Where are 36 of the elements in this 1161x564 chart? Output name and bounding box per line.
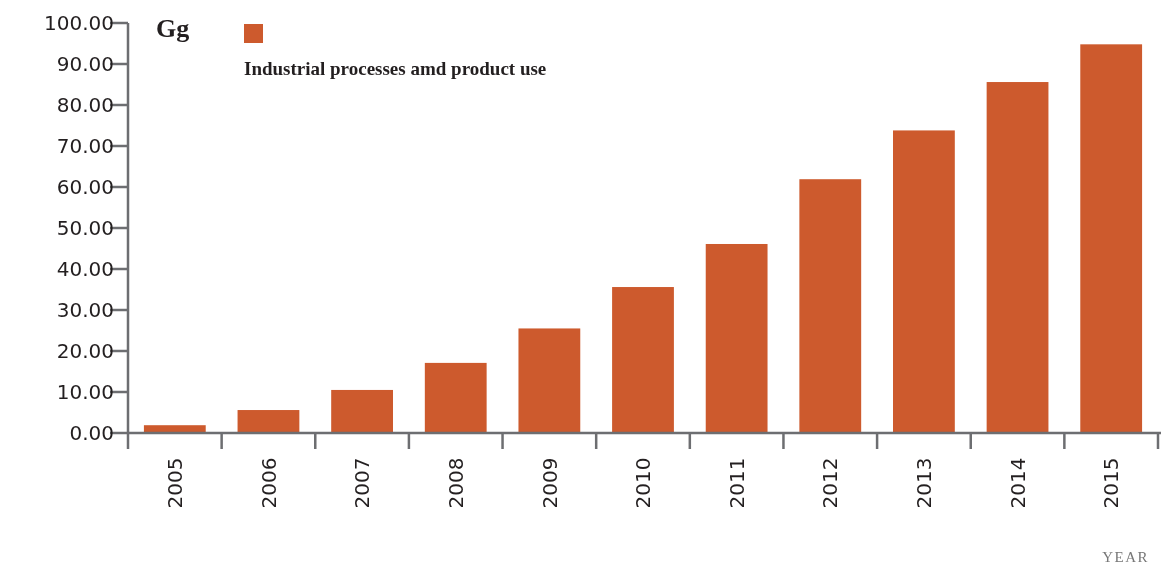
bar: [424, 362, 487, 433]
y-tick-label: 70.00: [56, 134, 114, 159]
x-tick-label: 2012: [818, 457, 843, 509]
y-tick-label: 30.00: [56, 298, 114, 323]
y-tick-label: 20.00: [56, 339, 114, 364]
x-tick-label: 2014: [1005, 457, 1030, 509]
y-tick-label: 10.00: [56, 380, 114, 405]
bar: [986, 82, 1049, 433]
legend-label: Industrial processes amd product use: [244, 58, 547, 79]
y-tick-label: 90.00: [56, 52, 114, 77]
x-axis-title: YEAR: [1102, 549, 1149, 564]
x-tick-label: 2005: [163, 457, 188, 509]
bar: [799, 179, 862, 433]
bar: [705, 243, 768, 433]
x-tick-label: 2007: [350, 457, 375, 509]
y-tick-label: 100.00: [44, 11, 114, 36]
y-axis-title: Gg: [156, 14, 190, 43]
y-tick-label: 40.00: [56, 257, 114, 282]
bar: [1080, 44, 1143, 433]
bar: [893, 130, 955, 433]
x-tick-label: 2009: [537, 457, 562, 509]
bar: [143, 425, 206, 433]
x-tick-label: 2010: [631, 457, 656, 509]
bar: [237, 410, 300, 433]
y-tick-label: 60.00: [56, 175, 114, 200]
y-tick-label: 80.00: [56, 93, 114, 118]
x-tick-label: 2008: [443, 457, 468, 509]
bar: [518, 328, 581, 433]
bar: [612, 287, 674, 433]
y-tick-label: 50.00: [56, 216, 114, 241]
x-tick-label: 2011: [724, 457, 749, 509]
y-tick-label: 0.00: [69, 421, 114, 446]
x-tick-label: 2015: [1099, 457, 1124, 509]
x-tick-label: 2006: [256, 457, 281, 509]
x-tick-label: 2013: [912, 457, 937, 509]
bar: [331, 389, 393, 433]
